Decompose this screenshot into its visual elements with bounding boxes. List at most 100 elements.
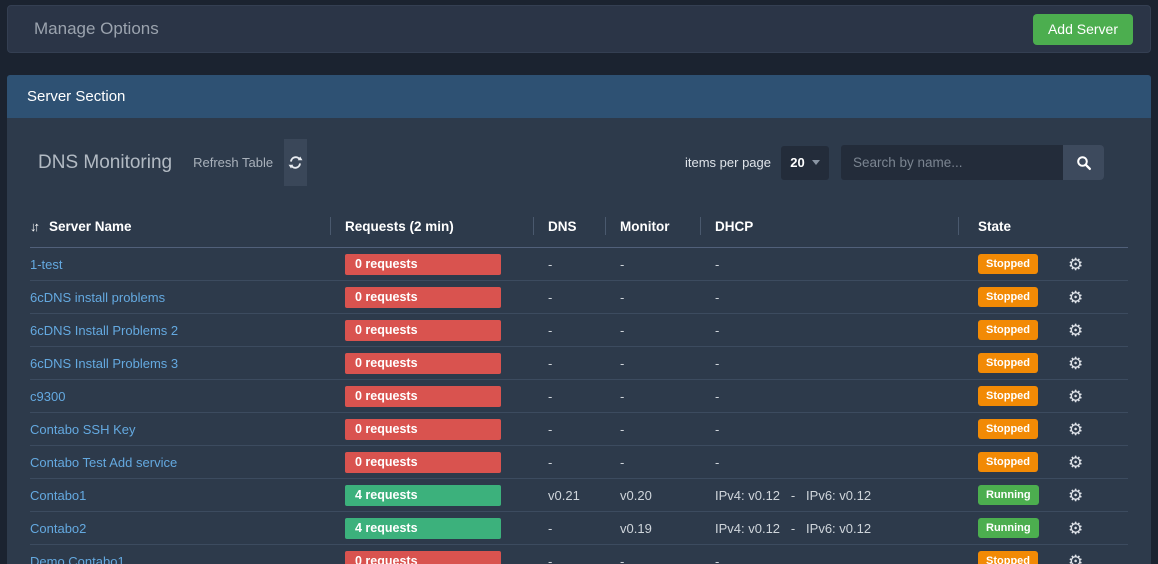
search-button[interactable] [1063, 145, 1104, 180]
refresh-table-button[interactable] [284, 139, 307, 186]
gear-icon[interactable]: ⚙ [1068, 486, 1083, 505]
requests-badge: 4 requests [345, 518, 501, 539]
state-cell: Stopped [958, 551, 1055, 564]
requests-badge: 0 requests [345, 353, 501, 374]
dhcp-cell: IPv4: v0.12 - IPv6: v0.12 [700, 521, 958, 536]
table-row: 6cDNS install problems 0 requests - - - … [30, 281, 1128, 314]
requests-badge: 0 requests [345, 386, 501, 407]
requests-cell: 0 requests [330, 386, 533, 407]
state-cell: Stopped [958, 386, 1055, 406]
dhcp-cell: - [700, 389, 958, 404]
gear-icon[interactable]: ⚙ [1068, 288, 1083, 307]
gear-icon[interactable]: ⚙ [1068, 420, 1083, 439]
state-badge: Stopped [978, 287, 1038, 307]
dns-cell: v0.21 [533, 488, 605, 503]
items-per-page-select[interactable]: 20 [781, 146, 829, 180]
dns-cell: - [533, 521, 605, 536]
sort-icon[interactable]: ↓↑ [30, 220, 40, 233]
monitor-cell: v0.19 [605, 521, 700, 536]
server-name-link[interactable]: Contabo Test Add service [30, 455, 177, 470]
gear-icon[interactable]: ⚙ [1068, 255, 1083, 274]
actions-cell: ⚙ [1055, 289, 1128, 306]
requests-cell: 0 requests [330, 419, 533, 440]
monitor-cell: - [605, 422, 700, 437]
gear-icon[interactable]: ⚙ [1068, 519, 1083, 538]
dhcp-cell: IPv4: v0.12 - IPv6: v0.12 [700, 488, 958, 503]
column-header-dns: DNS [533, 219, 605, 234]
server-name-cell: Contabo1 [30, 488, 330, 503]
manage-options-bar: Manage Options Add Server [7, 5, 1151, 53]
toolbar-right-group: items per page 20 [685, 145, 1104, 180]
server-name-cell: 1-test [30, 257, 330, 272]
monitor-cell: - [605, 323, 700, 338]
table-header: ↓↑ Server Name Requests (2 min) DNS Moni… [30, 205, 1128, 248]
dhcp-cell: - [700, 554, 958, 564]
table-row: Contabo SSH Key 0 requests - - - Stopped… [30, 413, 1128, 446]
actions-cell: ⚙ [1055, 322, 1128, 339]
monitor-cell: - [605, 554, 700, 564]
server-name-link[interactable]: Contabo2 [30, 521, 86, 536]
gear-icon[interactable]: ⚙ [1068, 552, 1083, 564]
state-badge: Stopped [978, 353, 1038, 373]
server-name-link[interactable]: Contabo1 [30, 488, 86, 503]
server-name-cell: c9300 [30, 389, 330, 404]
actions-cell: ⚙ [1055, 421, 1128, 438]
dhcp-cell: - [700, 257, 958, 272]
server-name-link[interactable]: 6cDNS install problems [30, 290, 165, 305]
state-badge: Stopped [978, 551, 1038, 564]
state-cell: Stopped [958, 320, 1055, 340]
server-name-link[interactable]: 6cDNS Install Problems 3 [30, 356, 178, 371]
dns-cell: - [533, 455, 605, 470]
refresh-icon [288, 155, 303, 170]
table-row: Contabo1 4 requests v0.21 v0.20 IPv4: v0… [30, 479, 1128, 512]
dns-cell: - [533, 323, 605, 338]
state-cell: Stopped [958, 353, 1055, 373]
server-name-link[interactable]: 1-test [30, 257, 63, 272]
server-name-link[interactable]: Contabo SSH Key [30, 422, 136, 437]
monitor-cell: - [605, 389, 700, 404]
state-badge: Stopped [978, 386, 1038, 406]
gear-icon[interactable]: ⚙ [1068, 387, 1083, 406]
search-icon [1076, 155, 1092, 171]
column-header-requests: Requests (2 min) [330, 219, 533, 234]
server-name-link[interactable]: Demo Contabo1 [30, 554, 125, 564]
monitor-cell: - [605, 257, 700, 272]
column-header-server-name[interactable]: ↓↑ Server Name [30, 219, 330, 234]
gear-icon[interactable]: ⚙ [1068, 354, 1083, 373]
server-name-cell: Contabo Test Add service [30, 455, 330, 470]
requests-badge: 0 requests [345, 419, 501, 440]
actions-cell: ⚙ [1055, 388, 1128, 405]
requests-badge: 0 requests [345, 287, 501, 308]
server-name-link[interactable]: 6cDNS Install Problems 2 [30, 323, 178, 338]
state-cell: Stopped [958, 287, 1055, 307]
actions-cell: ⚙ [1055, 355, 1128, 372]
server-name-cell: Demo Contabo1 [30, 554, 330, 564]
dhcp-cell: - [700, 323, 958, 338]
requests-badge: 0 requests [345, 254, 501, 275]
items-per-page-label: items per page [685, 155, 771, 170]
gear-icon[interactable]: ⚙ [1068, 453, 1083, 472]
gear-icon[interactable]: ⚙ [1068, 321, 1083, 340]
server-name-cell: 6cDNS Install Problems 3 [30, 356, 330, 371]
requests-cell: 0 requests [330, 452, 533, 473]
monitor-cell: - [605, 356, 700, 371]
dns-cell: - [533, 356, 605, 371]
requests-cell: 4 requests [330, 485, 533, 506]
table-row: 6cDNS Install Problems 2 0 requests - - … [30, 314, 1128, 347]
monitor-cell: - [605, 455, 700, 470]
table-row: Contabo2 4 requests - v0.19 IPv4: v0.12 … [30, 512, 1128, 545]
server-section-header: Server Section [7, 75, 1151, 118]
monitor-cell: v0.20 [605, 488, 700, 503]
actions-cell: ⚙ [1055, 487, 1128, 504]
search-input[interactable] [841, 145, 1063, 180]
dns-monitoring-table: ↓↑ Server Name Requests (2 min) DNS Moni… [30, 205, 1128, 564]
server-name-link[interactable]: c9300 [30, 389, 65, 404]
server-section-panel: Server Section DNS Monitoring Refresh Ta… [7, 75, 1151, 564]
state-cell: Stopped [958, 419, 1055, 439]
requests-cell: 0 requests [330, 320, 533, 341]
column-header-state: State [958, 219, 1055, 234]
dhcp-cell: - [700, 290, 958, 305]
table-toolbar: DNS Monitoring Refresh Table items per p… [38, 139, 1104, 186]
table-row: Demo Contabo1 0 requests - - - Stopped ⚙ [30, 545, 1128, 564]
add-server-button[interactable]: Add Server [1033, 14, 1133, 45]
